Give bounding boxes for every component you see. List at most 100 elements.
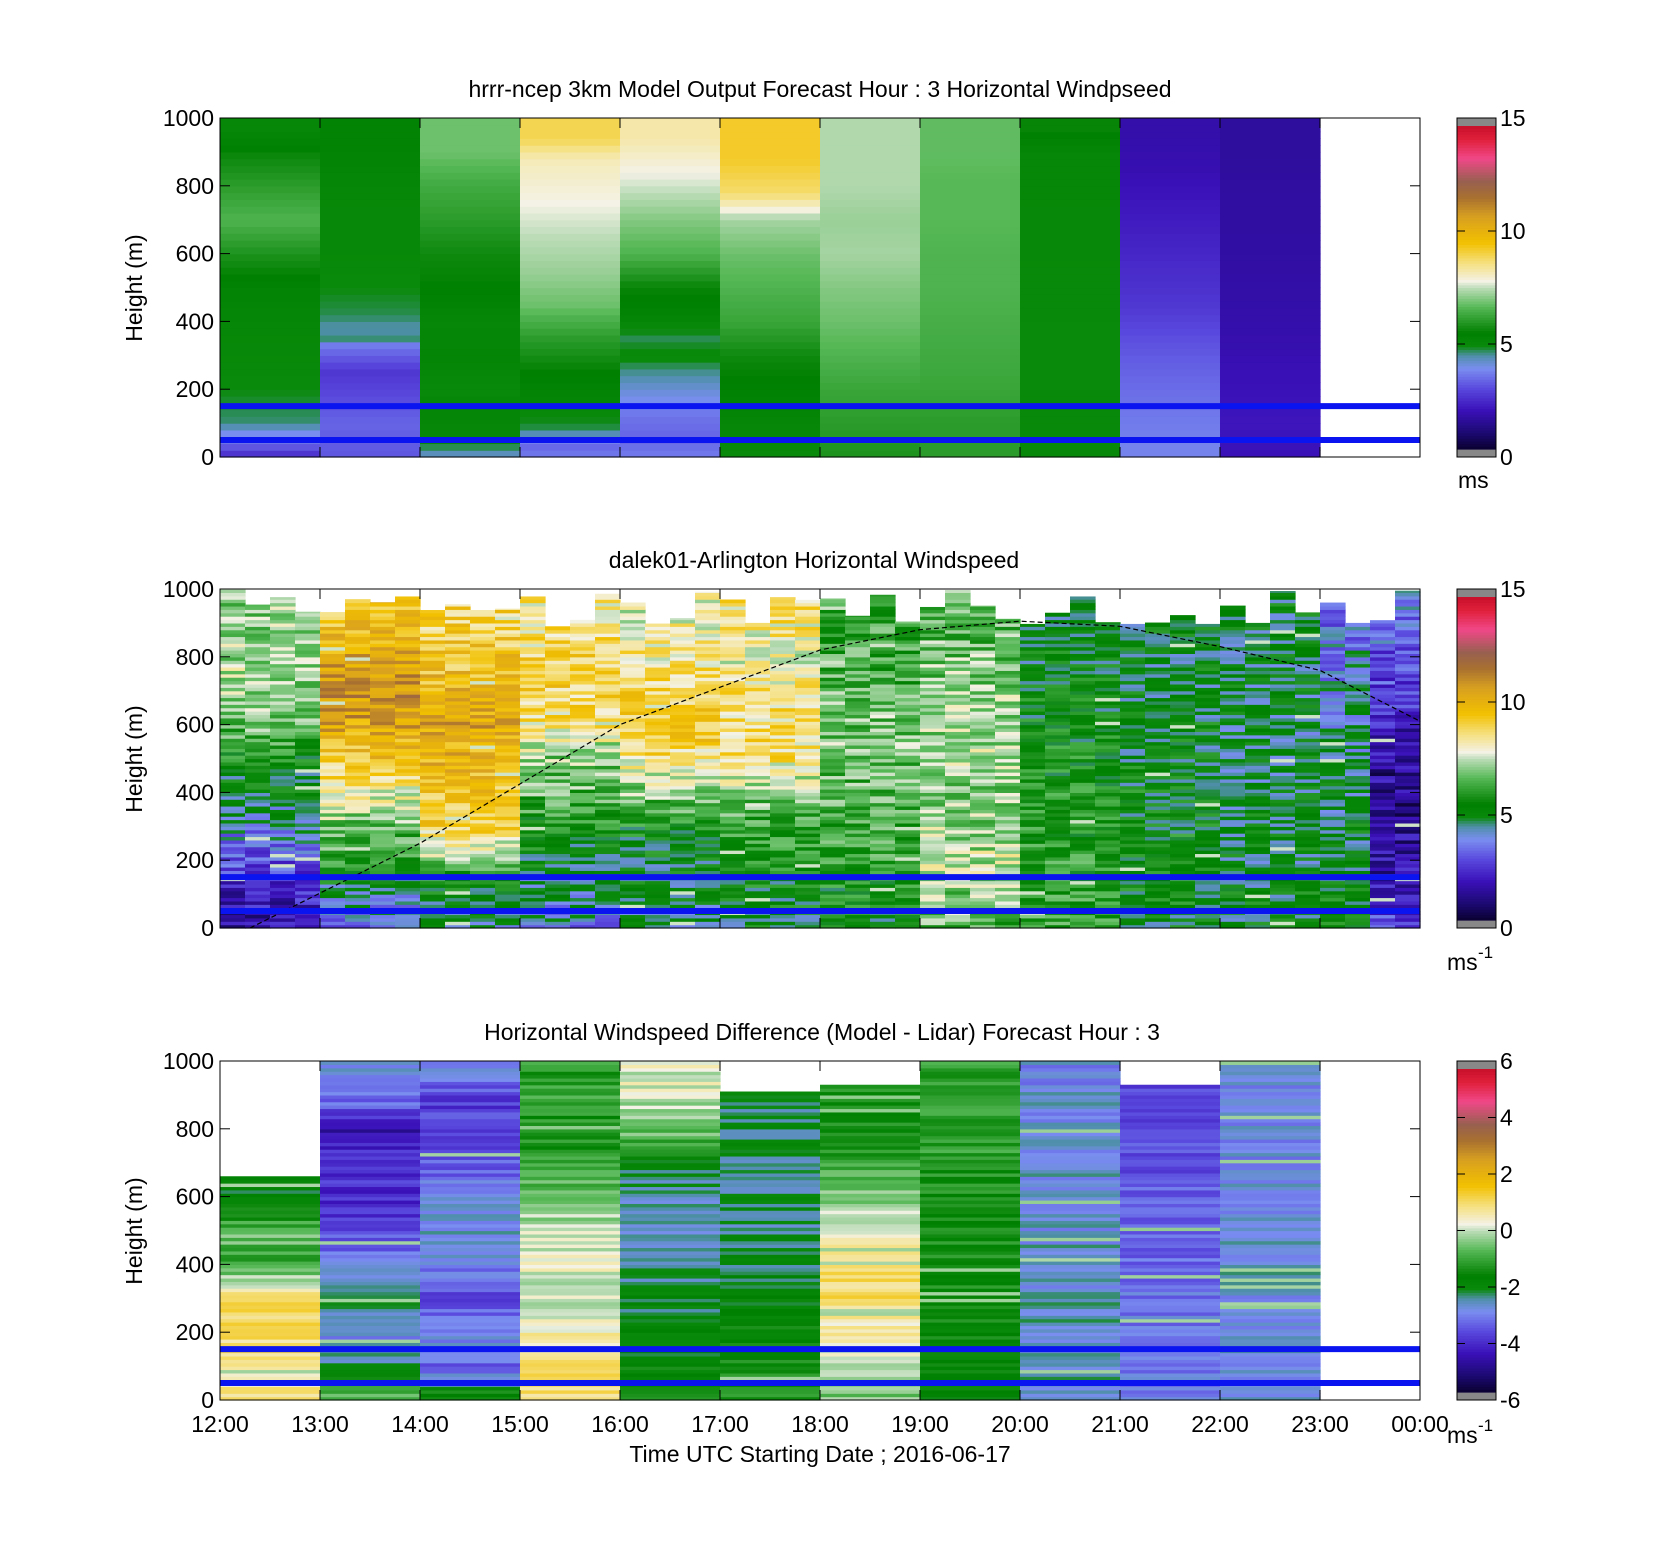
heatmap-cell — [1220, 165, 1321, 173]
heatmap-cell — [1220, 643, 1246, 648]
heatmap-cell — [1170, 615, 1196, 617]
heatmap-cell — [1020, 782, 1046, 787]
heatmap-cell — [295, 785, 321, 790]
heatmap-cell — [295, 670, 321, 675]
heatmap-cell — [770, 863, 796, 868]
heatmap-cell — [1195, 680, 1221, 685]
heatmap-cell — [295, 805, 321, 810]
heatmap-cell — [245, 853, 271, 858]
heatmap-cell — [620, 389, 721, 397]
heatmap-cell — [270, 850, 296, 855]
heatmap-cell — [495, 650, 521, 655]
heatmap-cell — [345, 843, 371, 848]
heatmap-cell — [345, 792, 371, 797]
heatmap-cell — [720, 738, 746, 743]
heatmap-cell — [1070, 887, 1096, 892]
heatmap-cell — [395, 843, 421, 848]
heatmap-cell — [1170, 633, 1196, 638]
colorbar-swatch — [1457, 147, 1496, 151]
heatmap-cell — [1245, 704, 1271, 709]
heatmap-cell — [220, 131, 321, 139]
heatmap-cell — [670, 822, 696, 827]
heatmap-cell — [1070, 650, 1096, 655]
heatmap-cell — [745, 751, 771, 756]
heatmap-cell — [670, 904, 696, 909]
heatmap-cell — [1045, 799, 1071, 804]
heatmap-cell — [245, 839, 271, 844]
heatmap-cell — [1045, 646, 1071, 651]
heatmap-cell — [870, 802, 896, 807]
heatmap-cell — [570, 836, 596, 841]
heatmap-cell — [245, 836, 271, 841]
heatmap-cell — [895, 822, 921, 827]
heatmap-cell — [245, 636, 271, 641]
heatmap-cell — [270, 856, 296, 861]
heatmap-cell — [970, 822, 996, 827]
heatmap-cell — [1170, 772, 1196, 777]
heatmap-cell — [1195, 711, 1221, 716]
heatmap-cell — [920, 799, 946, 804]
heatmap-cell — [970, 761, 996, 766]
heatmap-cell — [895, 924, 921, 929]
heatmap-cell — [520, 226, 621, 234]
heatmap-cell — [1170, 839, 1196, 844]
heatmap-cell — [1245, 850, 1271, 855]
heatmap-cell — [320, 199, 421, 207]
heatmap-cell — [1295, 683, 1321, 688]
heatmap-cell — [845, 615, 871, 617]
heatmap-cell — [870, 724, 896, 729]
heatmap-cell — [1195, 795, 1221, 800]
heatmap-cell — [1145, 805, 1171, 810]
colorbar-swatch — [1457, 187, 1496, 192]
heatmap-cell — [970, 666, 996, 671]
heatmap-cell — [970, 853, 996, 858]
heatmap-cell — [320, 775, 346, 780]
heatmap-cell — [1195, 843, 1221, 848]
heatmap-cell — [545, 751, 571, 756]
heatmap-cell — [420, 768, 446, 773]
heatmap-cell — [845, 850, 871, 855]
heatmap-cell — [295, 707, 321, 712]
heatmap-cell — [895, 622, 921, 627]
heatmap-cell — [695, 592, 721, 597]
heatmap-cell — [795, 843, 821, 848]
heatmap-cell — [620, 280, 721, 289]
heatmap-cell — [595, 687, 621, 692]
heatmap-cell — [1120, 240, 1221, 248]
heatmap-cell — [395, 768, 421, 773]
heatmap-cell — [1245, 731, 1271, 736]
heatmap-cell — [870, 731, 896, 736]
heatmap-cell — [970, 612, 996, 617]
heatmap-cell — [620, 721, 646, 726]
heatmap-cell — [470, 782, 496, 787]
heatmap-cell — [520, 904, 546, 909]
heatmap-cell — [220, 589, 246, 593]
heatmap-cell — [570, 656, 596, 661]
heatmap-cell — [1245, 921, 1271, 926]
heatmap-cell — [595, 866, 621, 871]
heatmap-cell — [845, 853, 871, 858]
heatmap-cell — [695, 700, 721, 705]
heatmap-cell — [620, 897, 646, 902]
heatmap-cell — [770, 683, 796, 688]
heatmap-cell — [845, 683, 871, 688]
heatmap-cell — [820, 700, 846, 705]
heatmap-cell — [1195, 897, 1221, 902]
heatmap-cell — [620, 172, 721, 180]
heatmap-cell — [645, 914, 671, 919]
heatmap-cell — [220, 124, 321, 133]
heatmap-cell — [945, 755, 971, 760]
heatmap-cell — [845, 917, 871, 922]
heatmap-cell — [1145, 765, 1171, 770]
heatmap-cell — [695, 809, 721, 814]
heatmap-cell — [670, 870, 696, 875]
heatmap-cell — [670, 727, 696, 732]
heatmap-cell — [670, 707, 696, 712]
heatmap-cell — [1220, 761, 1246, 766]
heatmap-cell — [1320, 660, 1346, 665]
heatmap-cell — [695, 724, 721, 729]
heatmap-cell — [245, 856, 271, 861]
heatmap-cell — [245, 826, 271, 831]
heatmap-cell — [770, 829, 796, 834]
heatmap-cell — [1070, 697, 1096, 702]
